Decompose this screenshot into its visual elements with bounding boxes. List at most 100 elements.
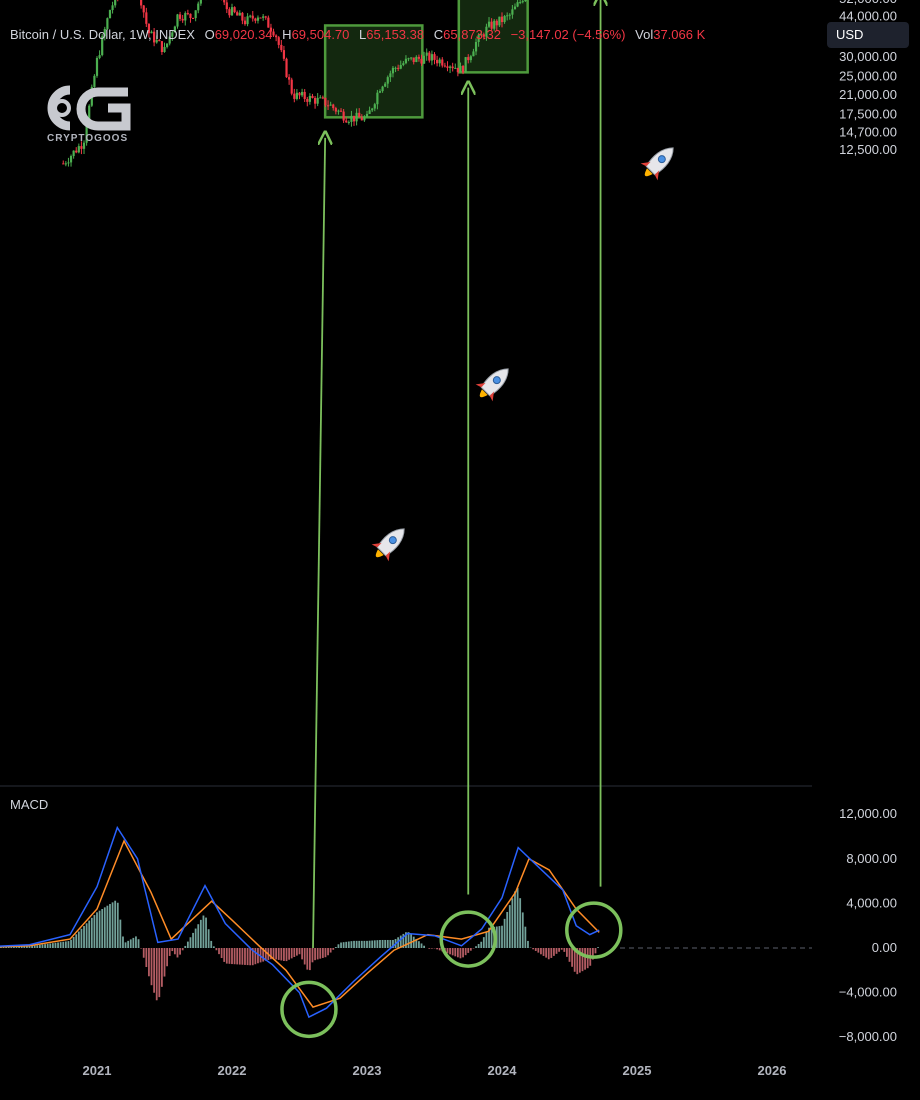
candle-body (339, 110, 343, 112)
highlight-circle (439, 910, 497, 968)
histogram-bar (83, 926, 85, 948)
candle-body (69, 156, 73, 163)
candle-body (451, 66, 454, 69)
candle-body (246, 16, 249, 25)
low-label: L (359, 27, 367, 42)
histogram-bar (116, 902, 119, 948)
candle-body (168, 36, 171, 44)
candle-body (300, 91, 304, 96)
candle-body (163, 46, 166, 53)
histogram-bar (410, 934, 413, 948)
currency-button[interactable]: USD (827, 22, 909, 48)
histogram-bar (547, 948, 550, 960)
candle-body (446, 66, 449, 68)
histogram-bar (103, 907, 106, 948)
candle-body (461, 65, 465, 73)
year-tick-label: 2022 (218, 1063, 247, 1078)
candle-body (165, 43, 169, 47)
histogram-bar (521, 912, 524, 948)
macd-tick-label: 4,000.00 (846, 895, 897, 910)
histogram-bar (109, 904, 111, 948)
candle-body (430, 54, 434, 61)
candle-body (368, 110, 371, 114)
candle-body (160, 41, 164, 53)
histogram-bar (153, 948, 156, 993)
histogram-bar (558, 948, 561, 952)
macd-line (0, 825, 600, 1019)
histogram-bar (480, 941, 483, 948)
histogram-bar (428, 948, 431, 949)
histogram-bar (454, 948, 457, 957)
histogram-bar (145, 948, 148, 968)
histogram-bar (321, 948, 324, 958)
candle-body (519, 2, 522, 4)
price-tick-label: 12,500.00 (839, 142, 897, 157)
candle-body (487, 21, 491, 27)
histogram-bar (591, 948, 594, 960)
histogram-bar (532, 948, 535, 950)
target-boxes (323, 0, 529, 119)
histogram-bar (96, 912, 98, 948)
time-axis[interactable]: 2021 2022 2023 2024 2025 2026 (83, 1063, 787, 1078)
histogram-bar (168, 948, 171, 956)
histogram-bar (270, 948, 272, 960)
price-tick-label: 25,000.00 (839, 69, 897, 84)
candle-body (282, 50, 286, 59)
candle-body (275, 35, 278, 38)
year-tick-label: 2024 (488, 1063, 518, 1078)
histogram-bar (202, 915, 205, 948)
histogram-bar (46, 943, 49, 948)
histogram-bar (129, 939, 132, 948)
candle-body (438, 59, 441, 64)
histogram-bar (545, 948, 548, 958)
histogram-bar (64, 941, 67, 948)
histogram-bar (345, 941, 348, 948)
histogram-bar (358, 940, 361, 948)
candle-body (199, 0, 202, 4)
price-axis[interactable]: 12,500.00 14,700.00 17,500.00 21,000.00 25,0… (832, 0, 897, 157)
histogram-bar (519, 898, 522, 948)
candle-body (391, 67, 395, 74)
histogram-bar (186, 941, 189, 948)
histogram-bar (386, 939, 389, 948)
candle-body (334, 108, 337, 112)
candle-body (150, 31, 153, 34)
candle-body (142, 5, 145, 13)
symbol-legend: Bitcoin / U.S. Dollar, 1W, INDEX O69,020… (10, 27, 711, 42)
macd-axis[interactable]: −8,000.00 −4,000.00 0.00 4,000.00 8,000.00 12… (839, 806, 897, 1044)
candle-body (82, 142, 86, 149)
histogram-bar (397, 937, 400, 948)
candle-body (311, 95, 314, 98)
candle-body (467, 57, 470, 61)
candle-body (472, 51, 475, 57)
histogram-bar (469, 948, 472, 951)
histogram-bar (503, 918, 506, 948)
candle-body (303, 91, 306, 99)
candle-body (225, 2, 228, 10)
histogram-bar (420, 943, 423, 948)
logo-text: CRYPTOGOOS (47, 133, 129, 144)
candle-body (389, 73, 392, 78)
candle-body (443, 65, 446, 67)
candle-body (516, 2, 519, 7)
candle-body (474, 41, 478, 52)
candle-body (277, 37, 280, 45)
candle-body (508, 14, 511, 16)
histogram-bar (215, 948, 218, 951)
histogram-bar (389, 939, 392, 948)
histogram-bar (306, 948, 309, 970)
histogram-bar (399, 935, 402, 948)
candle-body (176, 14, 179, 27)
candle-body (233, 7, 236, 13)
symbol-name[interactable]: Bitcoin / U.S. Dollar, 1W, INDEX (10, 27, 195, 42)
candle-body (288, 77, 291, 80)
price-tick-label: 44,000.00 (839, 9, 897, 24)
candle-body (498, 16, 501, 26)
macd-tick-label: −8,000.00 (839, 1029, 897, 1044)
histogram-bar (23, 946, 26, 948)
histogram-bar (7, 946, 10, 948)
histogram-bar (54, 942, 57, 948)
cryptogoos-logo (47, 85, 131, 131)
volume-label: Vol (635, 27, 654, 42)
